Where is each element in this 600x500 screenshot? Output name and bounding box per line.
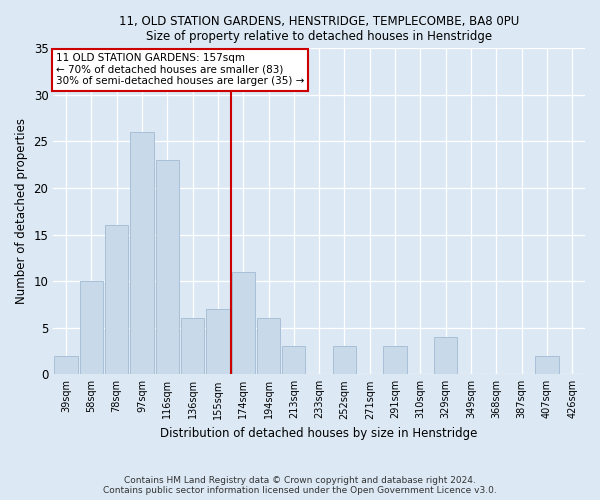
Bar — [282, 346, 305, 374]
Bar — [535, 356, 559, 374]
Bar — [80, 281, 103, 374]
Bar — [55, 356, 77, 374]
Title: 11, OLD STATION GARDENS, HENSTRIDGE, TEMPLECOMBE, BA8 0PU
Size of property relat: 11, OLD STATION GARDENS, HENSTRIDGE, TEM… — [119, 15, 519, 43]
Bar — [155, 160, 179, 374]
Bar — [181, 318, 204, 374]
Text: Contains HM Land Registry data © Crown copyright and database right 2024.
Contai: Contains HM Land Registry data © Crown c… — [103, 476, 497, 495]
Bar — [434, 337, 457, 374]
Bar — [333, 346, 356, 374]
Bar — [206, 309, 230, 374]
Bar — [105, 226, 128, 374]
Text: 11 OLD STATION GARDENS: 157sqm
← 70% of detached houses are smaller (83)
30% of : 11 OLD STATION GARDENS: 157sqm ← 70% of … — [56, 53, 304, 86]
X-axis label: Distribution of detached houses by size in Henstridge: Distribution of detached houses by size … — [160, 427, 478, 440]
Bar — [130, 132, 154, 374]
Bar — [232, 272, 255, 374]
Y-axis label: Number of detached properties: Number of detached properties — [15, 118, 28, 304]
Bar — [257, 318, 280, 374]
Bar — [383, 346, 407, 374]
